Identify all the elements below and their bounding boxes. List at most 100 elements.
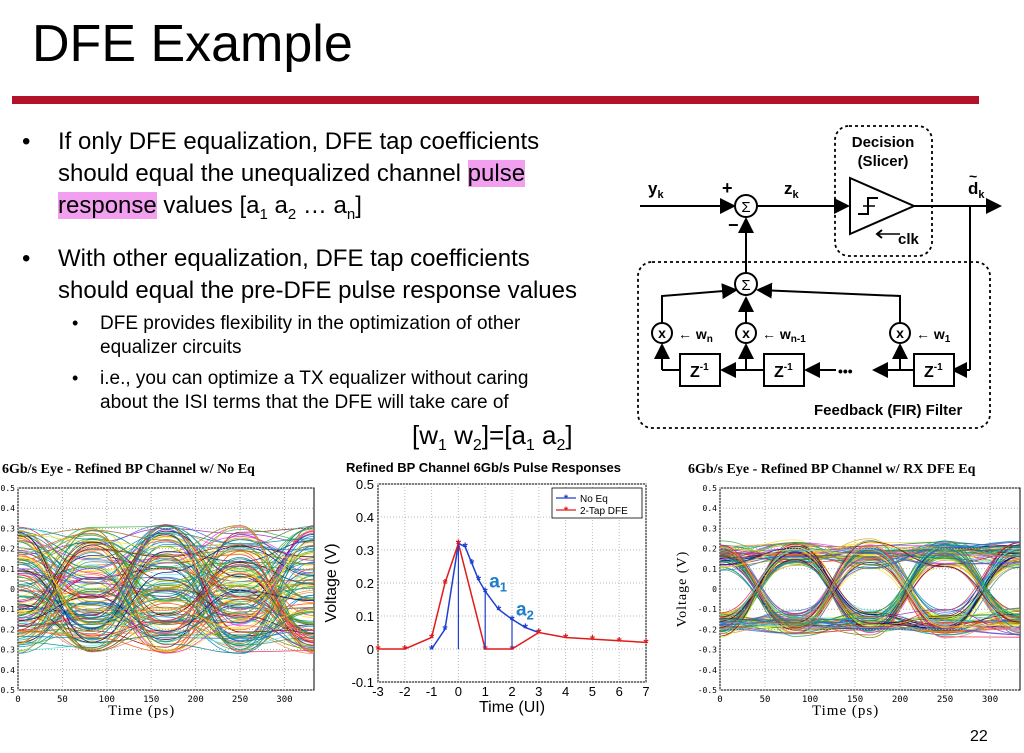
svg-text:x: x	[896, 325, 904, 341]
eye-y-tick-label: 0.5	[1, 484, 16, 493]
eye-x-tick-label: 250	[232, 695, 248, 705]
eye-left-title: 6Gb/s Eye - Refined BP Channel w/ No Eq	[2, 462, 255, 477]
eye-y-tick-label: -0.5	[0, 686, 15, 695]
svg-text:−: −	[728, 215, 739, 235]
eye-trace	[17, 525, 315, 619]
eye-y-tick-label: 0.1	[703, 565, 718, 574]
eye-trace	[719, 544, 1021, 628]
series-point-0: *	[523, 621, 529, 636]
eye-x-tick-label: 50	[57, 695, 68, 705]
eye-trace	[17, 541, 315, 634]
eye-trace	[17, 558, 315, 642]
eye-x-tick-label: 150	[143, 695, 159, 705]
svg-text:Z-1: Z-1	[774, 362, 793, 381]
svg-text:+: +	[722, 178, 733, 198]
bullet-1-line-2: should equal the unequalized channel pul…	[58, 160, 526, 187]
pulse-chart-plot: -3 -2 -1 0 1 2 3 4 5 6 7 0.5 0.4 0.3 0.2 0.1 0 -0.1 Time (…	[323, 477, 650, 716]
eye-y-tick-label: 0.5	[703, 484, 718, 493]
eye-trace	[17, 543, 315, 639]
tap-equation: [w1 w2]=[a1 a2]	[412, 420, 573, 455]
eye-left-plot: 0.50.40.30.20.10-0.1-0.2-0.3-0.4-0.50501…	[0, 484, 315, 705]
eye-trace	[17, 540, 315, 629]
series-point-1: *	[509, 642, 515, 657]
eye-y-tick-label: -0.1	[0, 605, 15, 614]
dk-label: dk	[968, 179, 985, 201]
eye-x-tick-label: 200	[187, 695, 203, 705]
series-point-1: *	[402, 642, 408, 657]
eye-x-tick-label: 300	[982, 695, 998, 705]
clk-label: clk	[898, 231, 920, 248]
eye-right-title: 6Gb/s Eye - Refined BP Channel w/ RX DFE…	[688, 462, 976, 477]
eye-traces	[17, 524, 315, 655]
highlight-pulse: pulse	[467, 160, 526, 187]
x-tick-label: 0	[455, 684, 462, 699]
pulse-chart: Refined BP Channel 6Gb/s Pulse Responses…	[322, 458, 682, 728]
bullet-dot: •	[22, 245, 31, 272]
series-point-0: *	[496, 602, 502, 617]
eye-trace	[719, 549, 1021, 638]
eye-trace	[17, 528, 315, 630]
eye-trace	[17, 531, 315, 621]
eye-trace	[17, 596, 315, 635]
series-point-0: *	[463, 540, 469, 555]
eye-x-tick-label: 100	[802, 695, 818, 705]
annotation-a1: a1	[489, 571, 507, 594]
eye-trace	[17, 563, 315, 639]
eye-trace	[17, 534, 315, 605]
series-point-0: *	[469, 556, 475, 571]
highlight-response: response	[58, 192, 157, 219]
x-tick-label: -2	[399, 684, 411, 699]
eye-y-tick-label: -0.4	[698, 666, 717, 675]
eye-trace	[17, 531, 315, 643]
series-point-1: *	[590, 632, 596, 647]
eye-trace	[17, 534, 315, 633]
bullet-1-line-3: response values [a1 a2 … an]	[58, 192, 362, 223]
eye-x-tick-label: 100	[99, 695, 115, 705]
eye-y-tick-label: -0.5	[698, 686, 717, 695]
slicer-triangle	[849, 176, 917, 236]
eye-y-tick-label: -0.2	[0, 625, 15, 634]
bullet-2: • With other equalization, DFE tap coeff…	[22, 243, 638, 307]
eye-y-tick-label: 0	[712, 585, 717, 594]
eye-x-tick-label: 200	[892, 695, 908, 705]
x-tick-label: 5	[589, 684, 596, 699]
series-point-1: *	[617, 634, 623, 649]
x-tick-label: 4	[562, 684, 569, 699]
y-tick-label: 0.3	[356, 543, 374, 558]
series-point-0: *	[476, 573, 482, 588]
eye-y-tick-label: 0.4	[1, 504, 16, 513]
y-tick-label: 0.4	[356, 510, 374, 525]
eye-trace	[719, 552, 1021, 623]
series-point-1: *	[643, 635, 649, 650]
series-line-0	[430, 542, 540, 650]
pulse-chart-title: Refined BP Channel 6Gb/s Pulse Responses	[346, 460, 622, 475]
svg-text:Σ: Σ	[741, 199, 750, 216]
eye-y-tick-label: 0.2	[703, 545, 718, 554]
eye-x-tick-label: 150	[847, 695, 863, 705]
decision-box	[834, 125, 933, 257]
svg-text:← wn-1: ← wn-1	[762, 326, 806, 345]
eye-trace	[17, 532, 315, 581]
eye-left: 6Gb/s Eye - Refined BP Channel w/ No Eq …	[0, 460, 320, 722]
eye-trace	[17, 533, 315, 602]
legend-marker-1: *	[564, 505, 569, 517]
x-tick-label: 1	[482, 684, 489, 699]
x-axis-label: Time (UI)	[479, 699, 545, 716]
eye-x-tick-label: 0	[717, 695, 722, 705]
slide-title: DFE Example	[32, 15, 353, 73]
eye-trace	[17, 567, 315, 643]
eye-trace	[719, 613, 1021, 629]
sub-bullet-1: • DFE provides flexibility in the optimi…	[72, 313, 521, 358]
series-point-0: *	[442, 622, 448, 637]
eye-trace	[719, 548, 1021, 626]
y-tick-label: 0.2	[356, 576, 374, 591]
svg-text:Z-1: Z-1	[690, 362, 709, 381]
eye-x-tick-label: 50	[760, 695, 771, 705]
series-point-1: *	[429, 630, 435, 645]
legend-label-1: 2-Tap DFE	[580, 506, 628, 517]
sub-bullet-2: • i.e., you can optimize a TX equalizer …	[72, 368, 529, 413]
eye-y-tick-label: 0.3	[1, 524, 16, 533]
bullet-2-line-2: should equal the pre-DFE pulse response …	[58, 277, 577, 304]
bullet-1: • If only DFE equalization, DFE tap coef…	[22, 126, 618, 231]
eye-right-plot: 0.50.40.30.20.10-0.1-0.2-0.3-0.4-0.50 50 1…	[676, 484, 1021, 705]
